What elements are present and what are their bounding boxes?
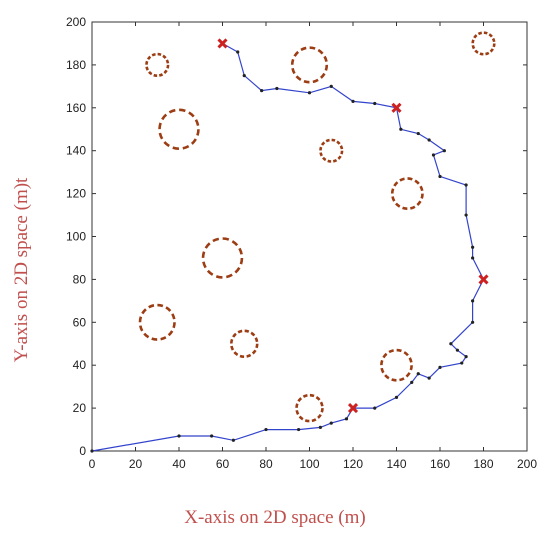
obstacle-circle xyxy=(145,52,170,78)
path-point xyxy=(307,91,312,95)
path-point xyxy=(431,153,436,157)
y-tick-label: 180 xyxy=(66,58,86,72)
path-point xyxy=(231,438,235,442)
y-axis-label: Y-axis on 2D space (m)t xyxy=(11,177,32,363)
plot-area xyxy=(91,21,528,452)
axis-ticks: 0 20 40 60 80 100 120 140 160 180 200 0 20 40 60 80 100 1… xyxy=(66,15,537,471)
x-tick-label: 40 xyxy=(172,457,186,471)
path-point xyxy=(438,365,442,369)
path-point xyxy=(442,149,446,153)
path-point xyxy=(471,245,475,249)
waypoint-marker xyxy=(217,38,228,49)
waypoint-stroke xyxy=(478,274,489,285)
path-point xyxy=(351,99,355,103)
y-tick-label: 100 xyxy=(66,230,86,244)
path-point xyxy=(236,50,240,54)
path-point xyxy=(416,131,420,136)
x-tick-label: 200 xyxy=(517,457,537,471)
path-point xyxy=(464,355,468,359)
path-point xyxy=(464,213,468,217)
obstacle-circle xyxy=(201,237,244,279)
path-point xyxy=(399,127,403,131)
x-axis-label: X-axis on 2D space (m) xyxy=(184,507,366,528)
x-tick-label: 180 xyxy=(473,457,493,471)
path-point xyxy=(394,395,399,399)
path-point xyxy=(427,376,431,380)
y-tick-label: 200 xyxy=(66,15,86,29)
y-tick-label: 140 xyxy=(66,144,86,158)
path-point xyxy=(416,372,420,376)
path-point xyxy=(297,427,301,432)
obstacle-circle xyxy=(229,329,259,359)
x-tick-label: 140 xyxy=(386,457,406,471)
y-tick-label: 0 xyxy=(79,444,86,458)
path-point xyxy=(275,86,279,91)
waypoint-marker xyxy=(478,274,489,285)
waypoint-stroke xyxy=(347,403,359,414)
y-tick-label: 40 xyxy=(73,358,87,372)
x-tick-label: 160 xyxy=(430,457,450,471)
y-tick-label: 160 xyxy=(66,101,86,115)
y-tick-label: 60 xyxy=(73,315,87,329)
path-point xyxy=(264,427,268,432)
path-point xyxy=(460,361,464,365)
path-point xyxy=(438,174,442,179)
y-tick-label: 120 xyxy=(66,187,86,201)
path-point xyxy=(471,256,475,260)
obstacle-circle xyxy=(138,303,176,341)
path-point xyxy=(410,380,414,384)
path-point xyxy=(329,84,333,88)
obstacle-circle xyxy=(290,46,329,84)
path-point xyxy=(318,425,322,430)
path-point xyxy=(242,74,246,78)
path-point xyxy=(260,89,264,93)
path-point xyxy=(427,138,431,142)
y-axis-label-container: Y-axis on 2D space (m)t xyxy=(0,0,44,541)
x-tick-label: 120 xyxy=(343,457,363,471)
path-point xyxy=(329,421,333,425)
obstacle-circle xyxy=(390,177,424,211)
waypoint-marker xyxy=(391,102,402,113)
path-point xyxy=(373,101,377,106)
y-tick-label: 80 xyxy=(73,272,87,286)
waypoint-stroke xyxy=(391,102,402,113)
path-point xyxy=(464,183,468,187)
x-tick-label: 80 xyxy=(259,457,273,471)
waypoint-stroke xyxy=(217,38,228,49)
obstacle-circle xyxy=(319,138,344,163)
path-point xyxy=(471,299,475,303)
path-point xyxy=(471,320,475,324)
path-point xyxy=(373,406,377,410)
obstacle-circle xyxy=(380,348,413,382)
x-tick-label: 60 xyxy=(216,457,230,471)
obstacle-circle xyxy=(295,393,324,423)
obstacle-circle xyxy=(158,108,200,150)
y-tick-label: 20 xyxy=(73,401,87,415)
x-tick-label: 20 xyxy=(129,457,143,471)
path-point xyxy=(455,348,459,352)
obstacle-circle xyxy=(471,31,496,56)
path-point xyxy=(344,417,349,421)
obstacles xyxy=(138,31,496,423)
waypoint-markers xyxy=(217,38,489,414)
path-point xyxy=(210,434,214,438)
path-point xyxy=(177,434,181,438)
path-point xyxy=(449,342,453,346)
path-point xyxy=(90,449,94,453)
x-tick-label: 100 xyxy=(299,457,319,471)
waypoint-marker xyxy=(347,403,359,414)
x-tick-label: 0 xyxy=(89,457,96,471)
